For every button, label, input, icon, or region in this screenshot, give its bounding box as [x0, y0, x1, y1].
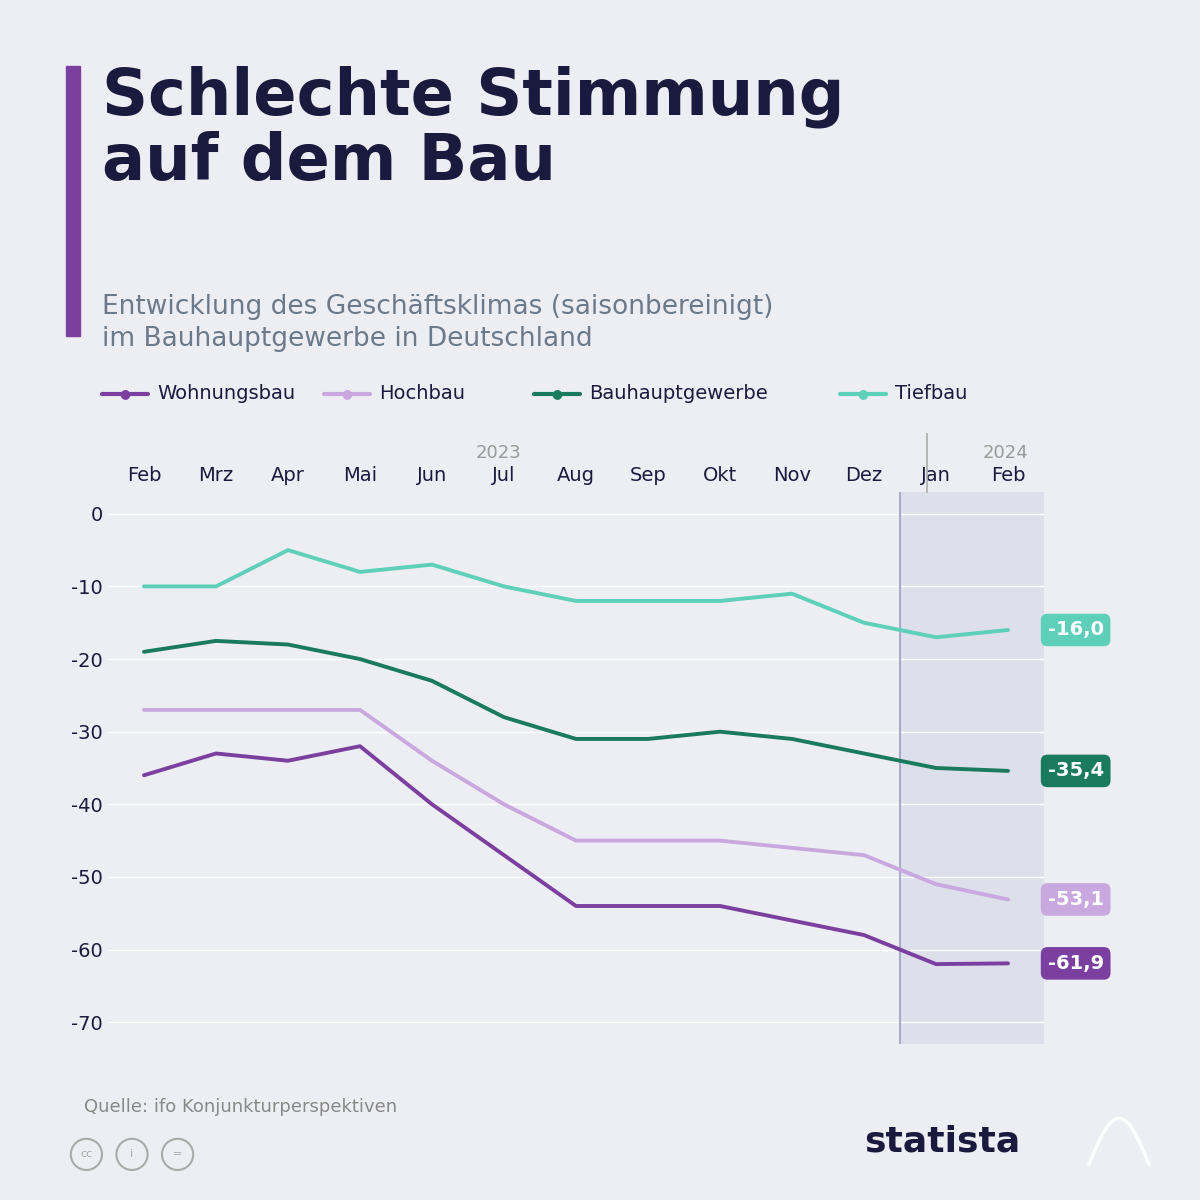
- Text: Entwicklung des Geschäftsklimas (saisonbereinigt)
im Bauhauptgewerbe in Deutschl: Entwicklung des Geschäftsklimas (saisonb…: [102, 294, 773, 352]
- Text: 2024: 2024: [982, 444, 1028, 462]
- Text: cc: cc: [80, 1150, 92, 1159]
- Text: -35,4: -35,4: [1048, 762, 1104, 780]
- Text: Quelle: ifo Konjunkturperspektiven: Quelle: ifo Konjunkturperspektiven: [84, 1098, 397, 1116]
- Text: -61,9: -61,9: [1048, 954, 1104, 973]
- Text: ●: ●: [341, 388, 353, 400]
- Text: Schlechte Stimmung
auf dem Bau: Schlechte Stimmung auf dem Bau: [102, 66, 845, 193]
- Text: ●: ●: [119, 388, 131, 400]
- Text: =: =: [173, 1150, 182, 1159]
- Text: Bauhauptgewerbe: Bauhauptgewerbe: [589, 384, 768, 403]
- Text: Wohnungsbau: Wohnungsbau: [157, 384, 295, 403]
- Text: -16,0: -16,0: [1048, 620, 1104, 640]
- Bar: [900, 492, 1044, 1044]
- Text: -53,1: -53,1: [1048, 890, 1104, 908]
- Text: ●: ●: [551, 388, 563, 400]
- Text: Tiefbau: Tiefbau: [895, 384, 967, 403]
- Text: Hochbau: Hochbau: [379, 384, 466, 403]
- Text: ●: ●: [857, 388, 869, 400]
- Text: i: i: [131, 1150, 133, 1159]
- Text: statista: statista: [864, 1124, 1020, 1158]
- Text: 2023: 2023: [475, 444, 521, 462]
